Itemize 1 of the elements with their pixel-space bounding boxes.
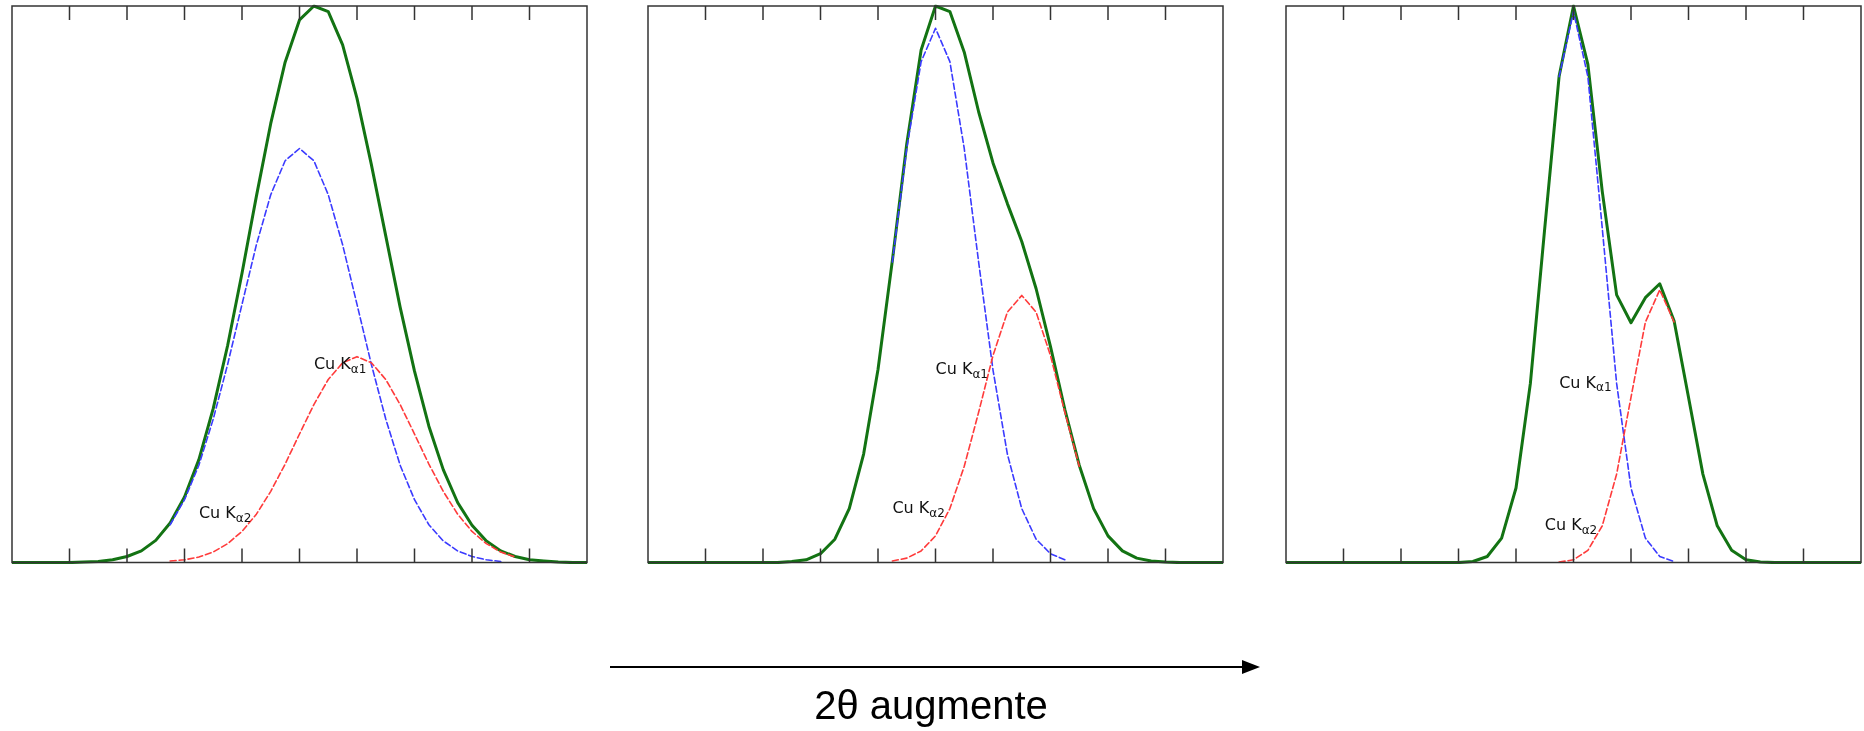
x-axis-title: 2θ augmente [813,683,1049,728]
